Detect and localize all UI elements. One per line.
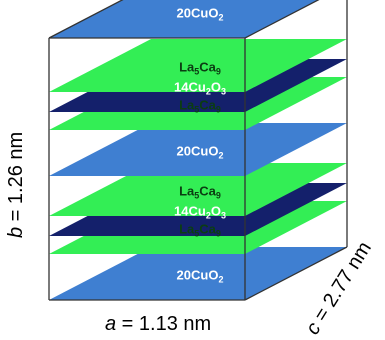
layer-plane-la5ca9 bbox=[49, 163, 347, 216]
layer-label-la5ca9: La5Ca9 bbox=[179, 60, 221, 77]
layer-label-cuo2: 20CuO2 bbox=[177, 268, 224, 285]
unit-cell-box bbox=[48, 0, 348, 301]
layer-label-la5ca9: La5Ca9 bbox=[179, 184, 221, 201]
layer-label-la5ca9: La5Ca9 bbox=[179, 222, 221, 239]
layer-label-cu2o3: 14Cu2O3 bbox=[174, 204, 226, 221]
layer-label-cu2o3: 14Cu2O3 bbox=[174, 80, 226, 97]
layer-label-cuo2: 20CuO2 bbox=[177, 144, 224, 161]
box-edge-bottom-right bbox=[244, 246, 348, 301]
axis-a-label: a = 1.13 nm bbox=[105, 313, 211, 335]
axis-b-label: b = 1.26 nm bbox=[5, 132, 27, 238]
box-edge-top-right bbox=[244, 0, 320, 39]
layer-plane-cuo2 bbox=[49, 123, 347, 176]
layer-stack bbox=[49, 0, 347, 300]
layer-label-la5ca9: La5Ca9 bbox=[179, 98, 221, 115]
layer-label-cuo2: 20CuO2 bbox=[177, 6, 224, 23]
box-edge-top-left bbox=[48, 0, 124, 39]
layer-plane-la5ca9 bbox=[49, 39, 347, 92]
layer-plane-cuo2 bbox=[49, 247, 347, 300]
layer-labels: 20CuO2La5Ca914Cu2O3La5Ca920CuO2La5Ca914C… bbox=[174, 6, 226, 285]
layer-plane-cuo2 bbox=[49, 0, 319, 38]
